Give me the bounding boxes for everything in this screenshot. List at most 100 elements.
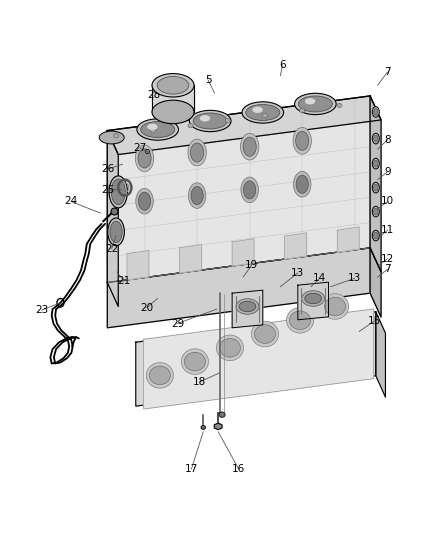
Polygon shape	[107, 248, 370, 328]
Ellipse shape	[252, 107, 263, 113]
Ellipse shape	[305, 293, 321, 304]
Ellipse shape	[325, 297, 346, 316]
Ellipse shape	[243, 137, 256, 156]
Ellipse shape	[138, 192, 151, 210]
Ellipse shape	[157, 76, 189, 94]
Ellipse shape	[200, 115, 210, 122]
Ellipse shape	[138, 149, 151, 168]
Ellipse shape	[290, 311, 311, 329]
Text: 27: 27	[134, 143, 147, 153]
Ellipse shape	[113, 134, 119, 138]
Ellipse shape	[374, 208, 378, 215]
Ellipse shape	[137, 119, 179, 140]
Ellipse shape	[99, 131, 124, 144]
Ellipse shape	[372, 158, 379, 169]
Ellipse shape	[321, 294, 349, 319]
Ellipse shape	[298, 96, 332, 112]
Text: 11: 11	[381, 225, 394, 235]
Ellipse shape	[110, 221, 122, 243]
Ellipse shape	[141, 122, 175, 138]
Ellipse shape	[109, 176, 127, 208]
Polygon shape	[127, 251, 149, 280]
Text: 21: 21	[117, 277, 131, 286]
Text: 22: 22	[105, 244, 118, 254]
Ellipse shape	[108, 218, 124, 246]
Text: 9: 9	[384, 167, 391, 176]
Polygon shape	[298, 282, 328, 320]
Ellipse shape	[244, 181, 256, 199]
Ellipse shape	[262, 114, 268, 118]
Text: 16: 16	[232, 464, 245, 474]
Ellipse shape	[374, 135, 378, 142]
Ellipse shape	[216, 335, 244, 361]
Ellipse shape	[201, 425, 205, 430]
Ellipse shape	[219, 412, 225, 417]
Ellipse shape	[191, 143, 204, 162]
Ellipse shape	[372, 182, 379, 193]
Polygon shape	[107, 96, 370, 282]
Text: 6: 6	[279, 60, 286, 70]
Text: 29: 29	[171, 319, 184, 328]
Ellipse shape	[225, 118, 230, 123]
Ellipse shape	[305, 98, 315, 104]
Ellipse shape	[293, 172, 311, 197]
Ellipse shape	[152, 74, 194, 97]
Ellipse shape	[189, 110, 231, 132]
Ellipse shape	[149, 366, 170, 385]
Ellipse shape	[254, 325, 276, 343]
Ellipse shape	[374, 232, 378, 239]
Ellipse shape	[191, 187, 203, 205]
Text: 13: 13	[348, 273, 361, 283]
Polygon shape	[232, 239, 254, 266]
Text: 24: 24	[64, 197, 78, 206]
Text: 19: 19	[245, 260, 258, 270]
Ellipse shape	[151, 128, 156, 133]
Ellipse shape	[374, 184, 378, 191]
Ellipse shape	[296, 175, 308, 193]
Polygon shape	[152, 85, 194, 112]
Ellipse shape	[246, 104, 280, 120]
Ellipse shape	[236, 298, 259, 314]
Polygon shape	[370, 248, 381, 317]
Text: 28: 28	[148, 90, 161, 100]
Text: 23: 23	[35, 305, 48, 315]
Ellipse shape	[188, 139, 206, 166]
Ellipse shape	[372, 133, 379, 144]
Ellipse shape	[372, 206, 379, 217]
Text: 7: 7	[384, 264, 391, 274]
Ellipse shape	[296, 131, 309, 150]
Ellipse shape	[181, 349, 208, 374]
Polygon shape	[107, 96, 381, 155]
Ellipse shape	[136, 188, 153, 214]
Ellipse shape	[242, 102, 284, 123]
Ellipse shape	[372, 230, 379, 241]
Ellipse shape	[219, 338, 240, 357]
Ellipse shape	[239, 301, 256, 312]
Text: 10: 10	[381, 197, 394, 206]
Polygon shape	[136, 312, 376, 406]
Polygon shape	[214, 423, 222, 430]
Text: 7: 7	[384, 67, 391, 77]
Text: 5: 5	[205, 75, 212, 85]
Ellipse shape	[374, 109, 378, 116]
Text: 20: 20	[140, 303, 153, 312]
Text: 8: 8	[384, 135, 391, 144]
Ellipse shape	[184, 352, 205, 371]
Polygon shape	[232, 290, 263, 328]
Ellipse shape	[300, 108, 305, 112]
Text: 18: 18	[193, 377, 206, 387]
Ellipse shape	[302, 290, 325, 306]
Ellipse shape	[147, 124, 158, 130]
Text: 25: 25	[102, 185, 115, 195]
Ellipse shape	[188, 183, 206, 208]
Ellipse shape	[111, 179, 125, 205]
Polygon shape	[370, 96, 381, 272]
Text: 14: 14	[313, 273, 326, 283]
Ellipse shape	[135, 145, 154, 172]
Ellipse shape	[251, 321, 279, 347]
Ellipse shape	[374, 160, 378, 167]
Text: 12: 12	[381, 254, 394, 263]
Ellipse shape	[193, 113, 227, 129]
Ellipse shape	[294, 93, 336, 115]
Text: 13: 13	[291, 268, 304, 278]
